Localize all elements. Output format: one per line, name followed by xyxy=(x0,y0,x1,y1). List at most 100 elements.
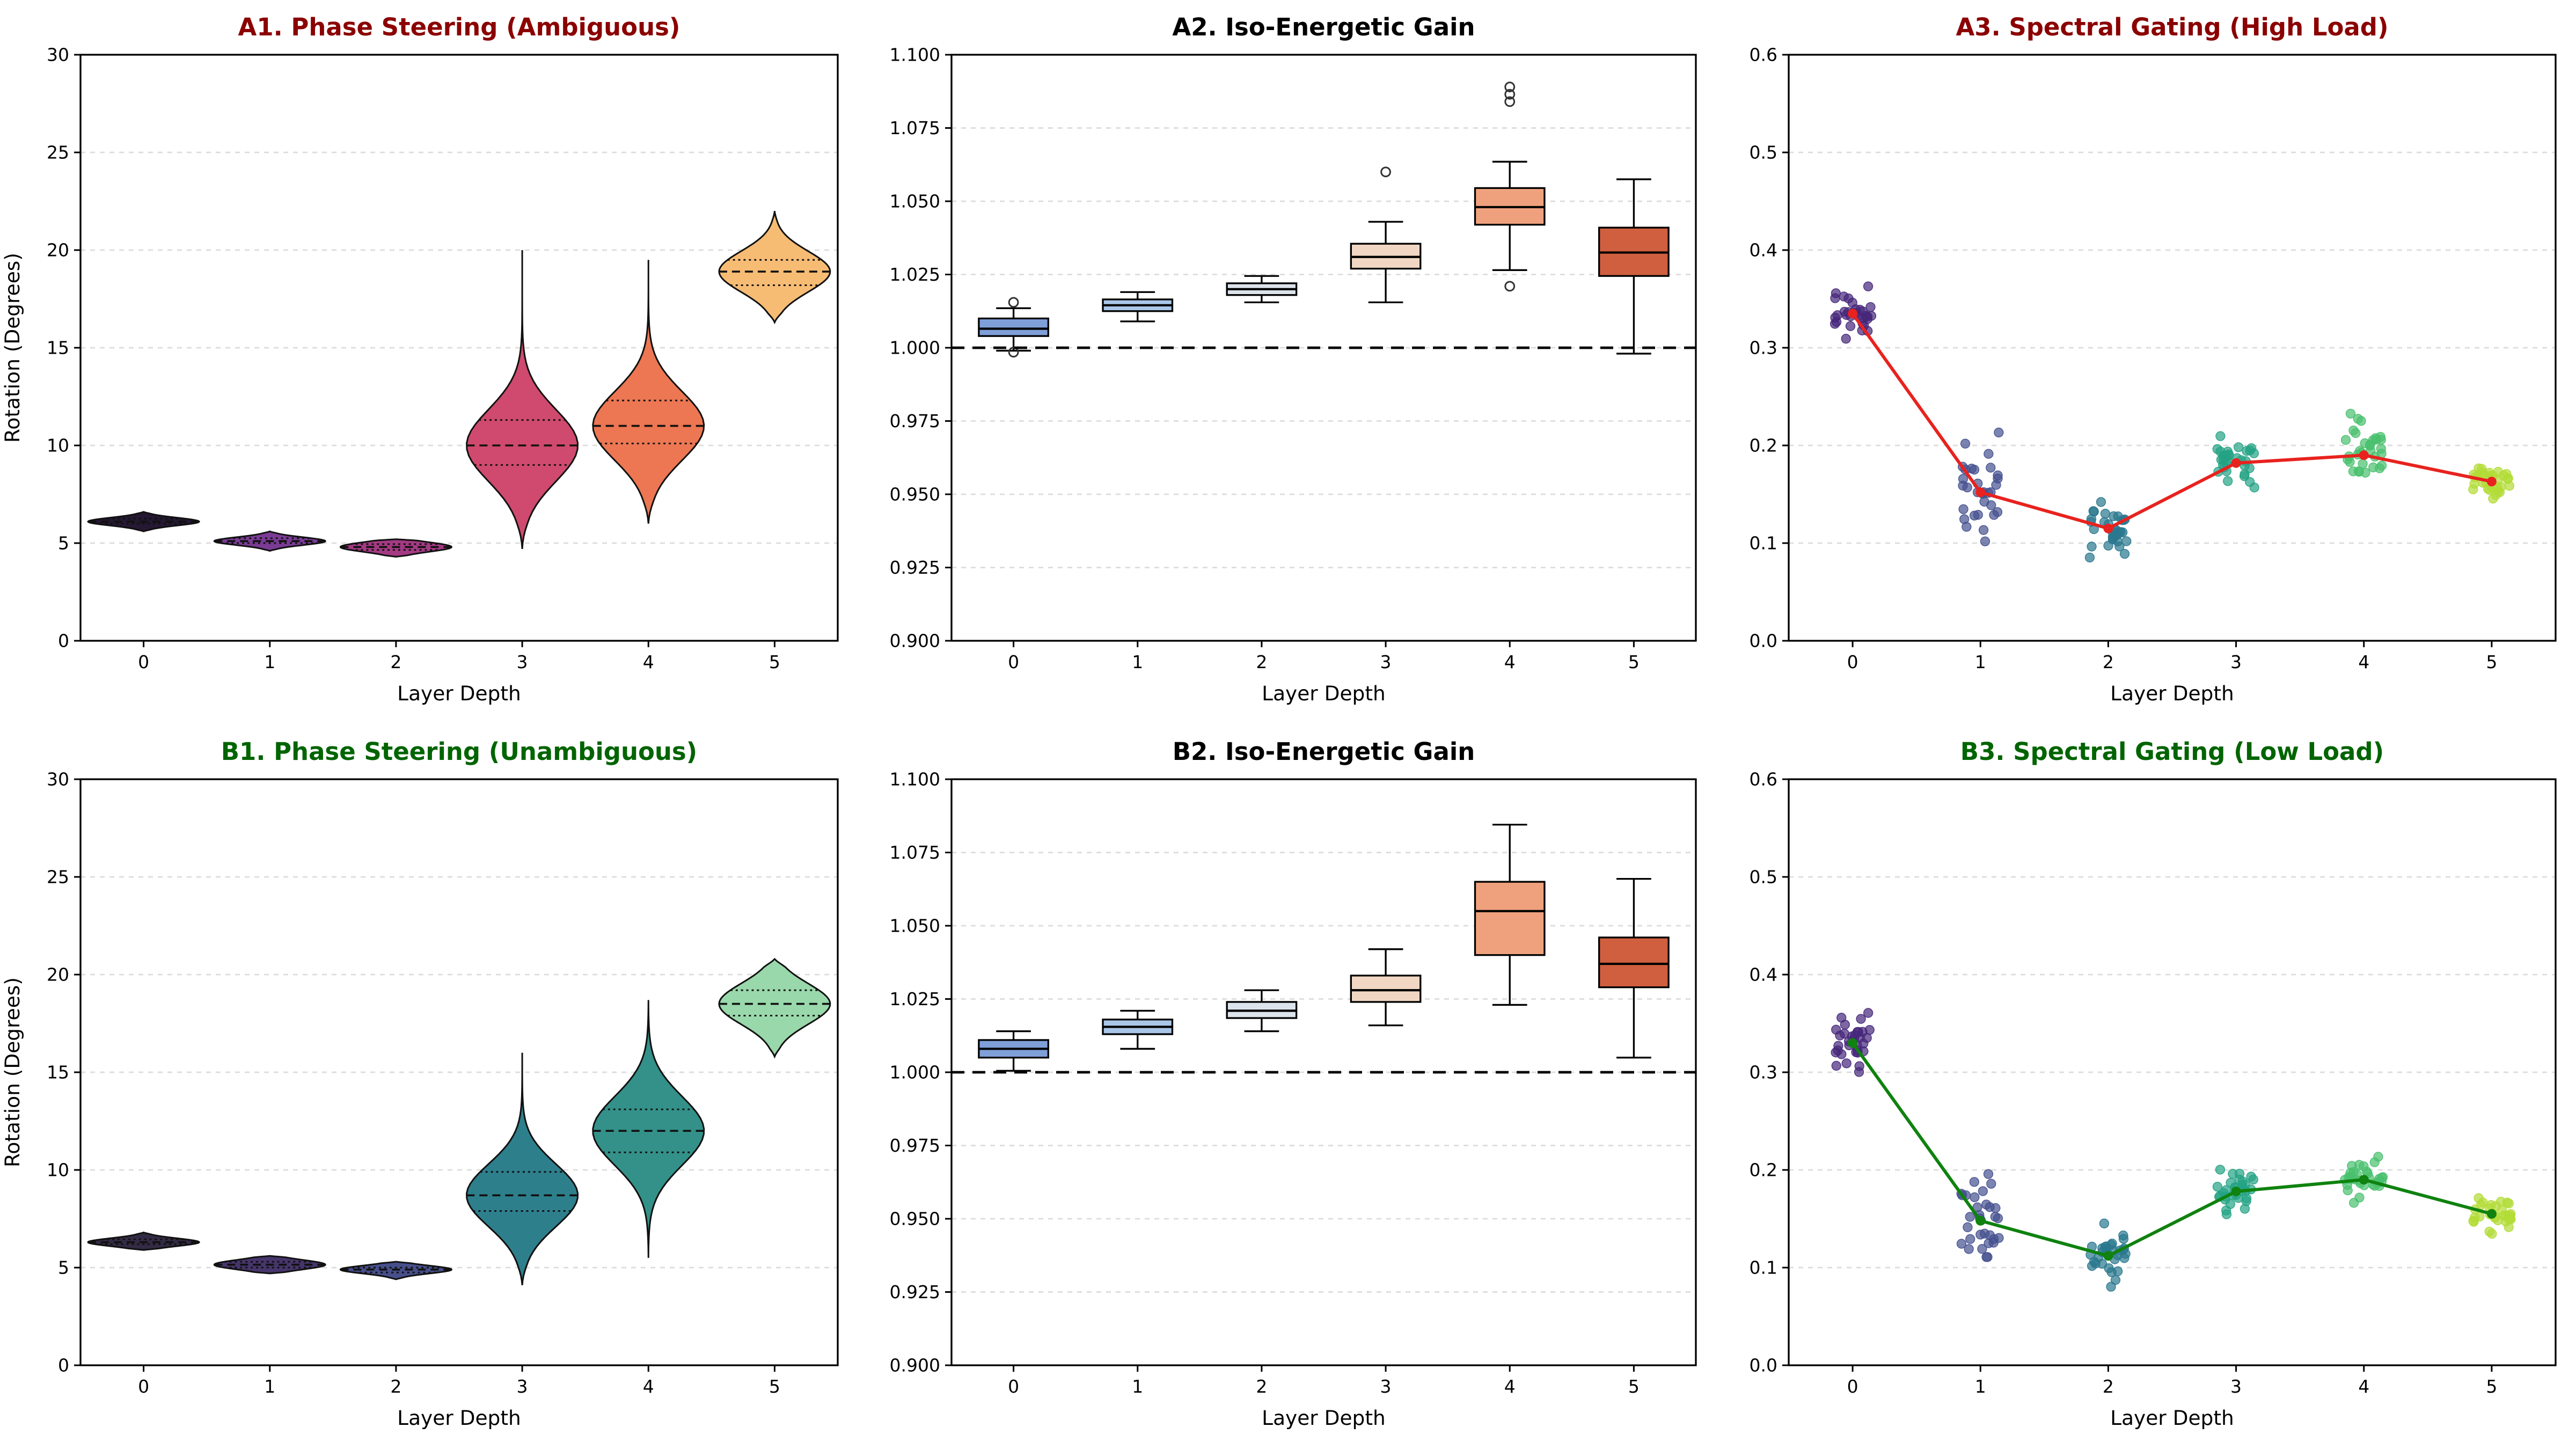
x-axis-label-b3: Layer Depth xyxy=(2110,1406,2234,1430)
y-tick-label: 0.1 xyxy=(1748,1257,1776,1278)
y-tick-label: 0.3 xyxy=(1748,1062,1776,1083)
x-tick-label: 1 xyxy=(1132,652,1144,672)
y-tick-label: 1.000 xyxy=(890,1062,941,1083)
x-axis-label-a1: Layer Depth xyxy=(397,682,521,705)
x-tick-label: 0 xyxy=(1847,1376,1858,1397)
x-tick-label: 0 xyxy=(1847,652,1858,672)
x-tick-label: 5 xyxy=(769,1376,780,1397)
x-tick-label: 2 xyxy=(390,1376,401,1397)
y-tick-label: 0.975 xyxy=(890,411,941,431)
y-tick-label: 0.900 xyxy=(890,1355,941,1376)
y-tick-label: 5 xyxy=(58,1257,69,1278)
panel-a3: 0.0 0.1 0.2 0.3 0.4 0.5 0.6 0 1 2 3 4 5 A3. Spectral … xyxy=(1717,0,2576,724)
y-tick-label: 0.5 xyxy=(1748,142,1776,163)
panel-a2: 0.900 0.925 0.950 0.975 1.000 1.025 1.050 1.075… xyxy=(858,0,1717,724)
chart-a2: 0.900 0.925 0.950 0.975 1.000 1.025 1.050 1.075… xyxy=(890,13,1697,705)
y-tick-label: 20 xyxy=(47,964,69,985)
x-tick-label: 3 xyxy=(1381,1376,1392,1397)
y-tick-label: 15 xyxy=(47,1062,69,1083)
x-tick-label: 2 xyxy=(2102,1376,2113,1397)
chart-title-b1: B1. Phase Steering (Unambiguous) xyxy=(221,737,697,766)
y-axis-label-a1: Rotation (Degrees) xyxy=(1,253,24,443)
x-tick-label: 2 xyxy=(1256,1376,1268,1397)
x-tick-label: 2 xyxy=(1256,652,1268,672)
x-tick-label: 2 xyxy=(2102,652,2113,672)
x-axis-label-b1: Layer Depth xyxy=(397,1406,521,1430)
y-tick-label: 0.925 xyxy=(890,557,941,578)
chart-title-a2: A2. Iso-Energetic Gain xyxy=(1173,13,1475,41)
y-tick-label: 1.100 xyxy=(890,769,941,790)
y-tick-label: 25 xyxy=(47,142,69,163)
x-tick-label: 3 xyxy=(517,1376,528,1397)
x-tick-label: 2 xyxy=(390,652,401,672)
y-tick-label: 1.025 xyxy=(890,989,941,1009)
x-tick-label: 5 xyxy=(2485,1376,2497,1397)
y-tick-label: 0.0 xyxy=(1748,1355,1776,1376)
y-tick-label: 15 xyxy=(47,338,69,358)
x-tick-label: 0 xyxy=(1008,652,1020,672)
y-tick-label: 0.1 xyxy=(1748,533,1776,554)
x-tick-label: 1 xyxy=(264,1376,275,1397)
y-tick-label: 0.950 xyxy=(890,1209,941,1230)
y-tick-label: 0.0 xyxy=(1748,631,1776,652)
x-axis-label-a3: Layer Depth xyxy=(2110,682,2234,705)
x-tick-label: 3 xyxy=(517,652,528,672)
y-tick-label: 1.075 xyxy=(890,842,941,863)
y-tick-label: 0.925 xyxy=(890,1282,941,1302)
panel-b2: 0.900 0.925 0.950 0.975 1.000 1.025 1.050 1.075… xyxy=(858,724,1717,1449)
y-tick-label: 1.025 xyxy=(890,264,941,285)
x-tick-label: 4 xyxy=(2358,1376,2369,1397)
y-tick-label: 20 xyxy=(47,240,69,261)
y-tick-label: 30 xyxy=(47,45,69,65)
y-tick-label: 0.2 xyxy=(1748,1160,1776,1181)
y-tick-label: 1.100 xyxy=(890,45,941,65)
x-tick-label: 5 xyxy=(1629,1376,1640,1397)
y-tick-label: 0.3 xyxy=(1748,338,1776,358)
y-tick-label: 1.000 xyxy=(890,338,941,358)
x-axis-label-b2: Layer Depth xyxy=(1262,1406,1386,1430)
x-tick-label: 3 xyxy=(2230,1376,2241,1397)
y-tick-label: 0.6 xyxy=(1748,769,1776,790)
x-tick-label: 4 xyxy=(1505,652,1516,672)
chart-title-a1: A1. Phase Steering (Ambiguous) xyxy=(238,13,680,41)
y-tick-label: 1.075 xyxy=(890,118,941,138)
y-axis-label-b1: Rotation (Degrees) xyxy=(1,977,24,1167)
x-tick-label: 4 xyxy=(643,652,654,672)
x-tick-label: 0 xyxy=(1008,1376,1020,1397)
chart-b1: 0 5 10 15 20 25 30 0 1 2 3 4 5 B1. Phase Steering (Un… xyxy=(1,737,839,1430)
panel-a1: 0 5 10 15 20 25 30 0 1 2 3 4 5 A1. Phase Steering (Am… xyxy=(0,0,859,724)
y-tick-label: 1.050 xyxy=(890,191,941,212)
y-tick-label: 0.5 xyxy=(1748,867,1776,888)
chart-title-b2: B2. Iso-Energetic Gain xyxy=(1173,737,1476,766)
chart-b2: 0.900 0.925 0.950 0.975 1.000 1.025 1.050 1.075… xyxy=(890,737,1697,1430)
y-tick-label: 1.050 xyxy=(890,916,941,936)
y-tick-label: 10 xyxy=(47,1160,69,1181)
x-tick-label: 4 xyxy=(643,1376,654,1397)
x-tick-label: 1 xyxy=(1132,1376,1144,1397)
chart-a3: 0.0 0.1 0.2 0.3 0.4 0.5 0.6 0 1 2 3 4 5 A3. Spectral … xyxy=(1748,13,2556,705)
y-tick-label: 0.4 xyxy=(1748,240,1776,261)
y-tick-label: 0.950 xyxy=(890,484,941,505)
y-tick-label: 10 xyxy=(47,435,69,456)
x-tick-label: 4 xyxy=(1505,1376,1516,1397)
y-tick-label: 25 xyxy=(47,867,69,888)
x-tick-label: 3 xyxy=(2230,652,2241,672)
y-tick-label: 0.900 xyxy=(890,631,941,652)
x-tick-label: 5 xyxy=(2485,652,2497,672)
x-tick-label: 1 xyxy=(1974,652,1986,672)
panel-b3: 0.0 0.1 0.2 0.3 0.4 0.5 0.6 0 1 2 3 4 5 B3. Spectral … xyxy=(1717,724,2576,1449)
x-tick-label: 5 xyxy=(1629,652,1640,672)
y-tick-label: 0 xyxy=(58,1355,69,1376)
y-tick-label: 0.6 xyxy=(1748,45,1776,65)
x-tick-label: 0 xyxy=(138,1376,149,1397)
x-tick-label: 1 xyxy=(264,652,275,672)
x-tick-label: 5 xyxy=(769,652,780,672)
y-tick-label: 0.4 xyxy=(1748,964,1776,985)
chart-title-b3: B3. Spectral Gating (Low Load) xyxy=(1960,737,2383,766)
chart-title-a3: A3. Spectral Gating (High Load) xyxy=(1955,13,2388,41)
y-tick-label: 0.2 xyxy=(1748,435,1776,456)
y-tick-label: 0 xyxy=(58,631,69,652)
x-axis-label-a2: Layer Depth xyxy=(1262,682,1386,705)
